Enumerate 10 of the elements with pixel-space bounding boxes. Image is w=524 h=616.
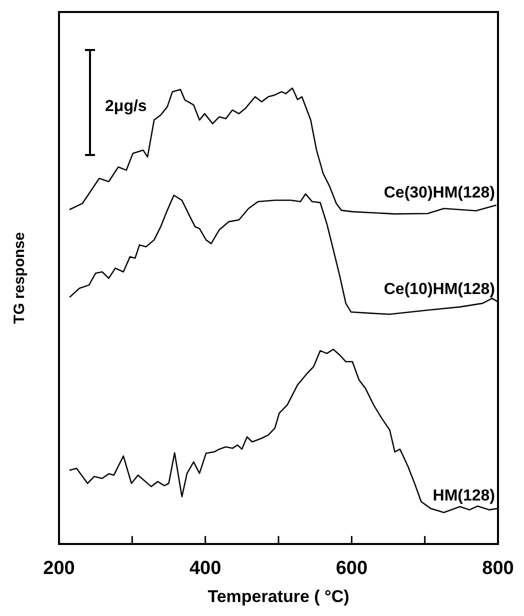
series-label: HM(128) <box>432 487 495 504</box>
x-axis-title: Temperature ( °C) <box>208 587 350 606</box>
x-tick-label: 800 <box>482 558 514 579</box>
y-axis-title: TG response <box>11 232 28 324</box>
x-tick-label: 200 <box>43 558 75 579</box>
series-label: Ce(30)HM(128) <box>384 184 495 202</box>
series-label: Ce(10)HM(128) <box>384 280 495 298</box>
x-tick-label: 400 <box>189 558 222 579</box>
annotation: 2μg/s <box>105 98 147 115</box>
x-tick-label: 600 <box>336 558 368 579</box>
